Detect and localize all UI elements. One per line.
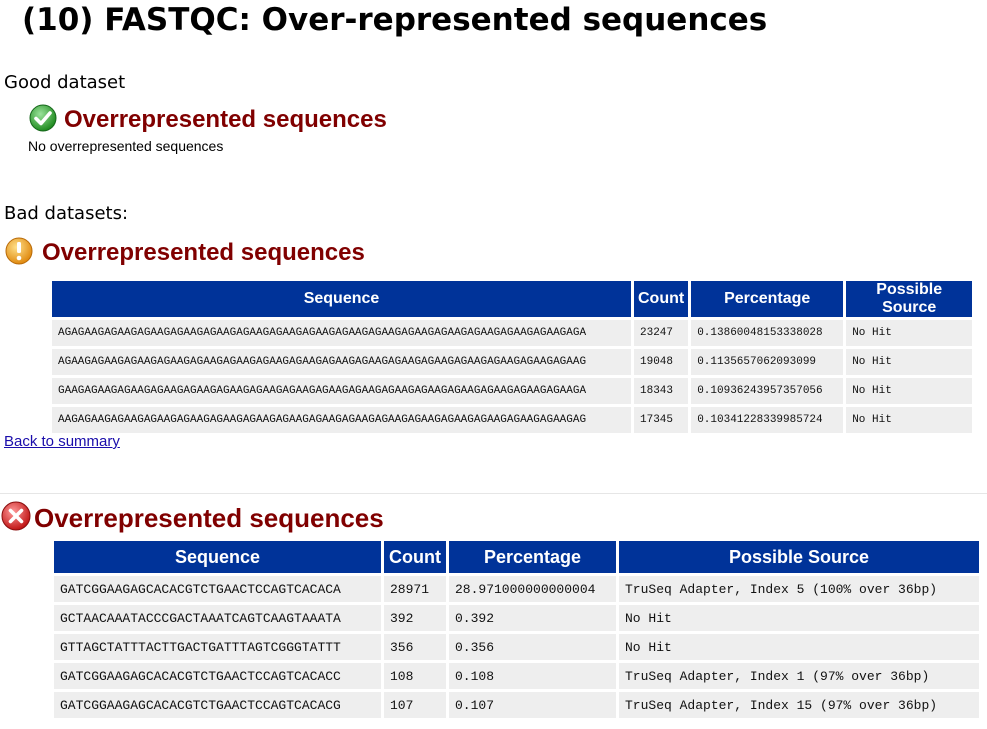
cell-count: 108: [384, 663, 446, 689]
fail-heading-text: Overrepresented sequences: [34, 503, 384, 533]
cell-count: 23247: [634, 320, 689, 346]
cell-source: No Hit: [846, 349, 973, 375]
cell-source: No Hit: [846, 320, 973, 346]
error-icon: [0, 500, 32, 536]
good-dataset-label: Good dataset: [4, 72, 126, 93]
warn-heading-text: Overrepresented sequences: [42, 239, 365, 266]
warning-icon: [4, 236, 34, 270]
col-count: Count: [634, 281, 689, 317]
cell-sequence: GATCGGAAGAGCACACGTCTGAACTCCAGTCACACC: [54, 663, 381, 689]
col-percentage: Percentage: [449, 541, 616, 573]
table-row: GAAGAGAAGAGAAGAGAAGAGAAGAGAAGAGAAGAGAAGA…: [52, 378, 973, 404]
warn-module-heading: Overrepresented sequences: [4, 236, 365, 270]
cell-percentage: 28.971000000000004: [449, 576, 616, 602]
overrepresented-table-warn: Sequence Count Percentage Possible Sourc…: [49, 278, 975, 436]
section-divider: [0, 493, 987, 494]
table-row: GCTAACAAATACCCGACTAAATCAGTCAAGTAAATA 392…: [54, 605, 979, 631]
cell-source: No Hit: [619, 634, 979, 660]
cell-sequence: GTTAGCTATTTACTTGACTGATTTAGTCGGGTATTT: [54, 634, 381, 660]
cell-sequence: GATCGGAAGAGCACACGTCTGAACTCCAGTCACACA: [54, 576, 381, 602]
page-title: (10) FASTQC: Over-represented sequences: [22, 2, 768, 38]
cell-source: TruSeq Adapter, Index 15 (97% over 36bp): [619, 692, 979, 718]
col-possible-source: Possible Source: [846, 281, 973, 317]
cell-source: No Hit: [846, 407, 973, 433]
table-row: AGAGAAGAGAAGAGAAGAGAAGAGAAGAGAAGAGAAGAGA…: [52, 320, 973, 346]
bad-datasets-label: Bad datasets:: [4, 203, 129, 224]
cell-sequence: AGAAGAGAAGAGAAGAGAAGAGAAGAGAAGAGAAGAGAAG…: [52, 349, 631, 375]
cell-count: 28971: [384, 576, 446, 602]
col-possible-source: Possible Source: [619, 541, 979, 573]
good-module-heading: Overrepresented sequences: [28, 103, 387, 137]
overrepresented-table-fail: Sequence Count Percentage Possible Sourc…: [51, 538, 982, 721]
cell-percentage: 0.392: [449, 605, 616, 631]
cell-sequence: AAGAGAAGAGAAGAGAAGAGAAGAGAAGAGAAGAGAAGAG…: [52, 407, 631, 433]
cell-count: 356: [384, 634, 446, 660]
no-overrepresented-note: No overrepresented sequences: [28, 138, 224, 154]
cell-percentage: 0.13860048153338028: [691, 320, 844, 346]
cell-percentage: 0.108: [449, 663, 616, 689]
cell-count: 392: [384, 605, 446, 631]
cell-sequence: AGAGAAGAGAAGAGAAGAGAAGAGAAGAGAAGAGAAGAGA…: [52, 320, 631, 346]
cell-percentage: 0.10936243957357056: [691, 378, 844, 404]
good-heading-text: Overrepresented sequences: [64, 106, 387, 133]
col-sequence: Sequence: [52, 281, 631, 317]
col-sequence: Sequence: [54, 541, 381, 573]
table-row: GATCGGAAGAGCACACGTCTGAACTCCAGTCACACG 107…: [54, 692, 979, 718]
cell-count: 18343: [634, 378, 689, 404]
table-row: GATCGGAAGAGCACACGTCTGAACTCCAGTCACACA 289…: [54, 576, 979, 602]
cell-sequence: GAAGAGAAGAGAAGAGAAGAGAAGAGAAGAGAAGAGAAGA…: [52, 378, 631, 404]
check-icon: [28, 103, 58, 137]
table-row: GTTAGCTATTTACTTGACTGATTTAGTCGGGTATTT 356…: [54, 634, 979, 660]
table-row: GATCGGAAGAGCACACGTCTGAACTCCAGTCACACC 108…: [54, 663, 979, 689]
cell-percentage: 0.1135657062093099: [691, 349, 844, 375]
cell-count: 19048: [634, 349, 689, 375]
col-count: Count: [384, 541, 446, 573]
table-row: AGAAGAGAAGAGAAGAGAAGAGAAGAGAAGAGAAGAGAAG…: [52, 349, 973, 375]
cell-sequence: GCTAACAAATACCCGACTAAATCAGTCAAGTAAATA: [54, 605, 381, 631]
table-row: AAGAGAAGAGAAGAGAAGAGAAGAGAAGAGAAGAGAAGAG…: [52, 407, 973, 433]
cell-percentage: 0.10341228339985724: [691, 407, 844, 433]
col-percentage: Percentage: [691, 281, 844, 317]
cell-source: No Hit: [619, 605, 979, 631]
cell-percentage: 0.356: [449, 634, 616, 660]
fail-module-heading: Overrepresented sequences: [0, 500, 384, 536]
cell-percentage: 0.107: [449, 692, 616, 718]
back-to-summary-link[interactable]: Back to summary: [4, 433, 120, 450]
cell-source: TruSeq Adapter, Index 5 (100% over 36bp): [619, 576, 979, 602]
cell-sequence: GATCGGAAGAGCACACGTCTGAACTCCAGTCACACG: [54, 692, 381, 718]
cell-source: No Hit: [846, 378, 973, 404]
cell-count: 107: [384, 692, 446, 718]
cell-source: TruSeq Adapter, Index 1 (97% over 36bp): [619, 663, 979, 689]
cell-count: 17345: [634, 407, 689, 433]
